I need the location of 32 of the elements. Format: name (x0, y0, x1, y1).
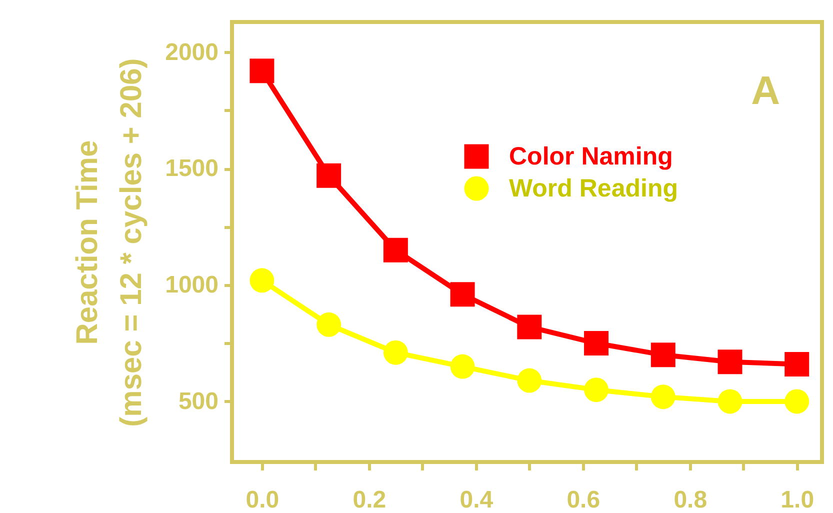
x-tick-label: 0.0 (246, 486, 280, 513)
x-tick-label: 0.2 (352, 486, 386, 513)
point (450, 354, 475, 379)
point (450, 282, 475, 307)
point (250, 58, 274, 84)
x-tick-label: 1.0 (780, 486, 814, 513)
point (316, 163, 342, 188)
point (250, 268, 274, 293)
x-tick-label: 0.6 (566, 486, 600, 513)
annotation: A (751, 69, 780, 113)
point (383, 238, 408, 262)
y-axis-title: Reaction Time (msec = 12 * cycles + 206) (71, 58, 148, 427)
point (517, 314, 542, 340)
y-tick-label: 1000 (165, 272, 218, 299)
point (517, 368, 542, 393)
x-tick-label: 0.4 (460, 486, 494, 513)
point (718, 389, 742, 414)
y-tick-label: 1500 (165, 155, 218, 182)
y-tick-label: 500 (178, 388, 218, 415)
point (650, 384, 676, 410)
point (650, 342, 676, 368)
point (784, 389, 810, 414)
legend-label: Color Naming (509, 142, 673, 170)
x-tick-label: 0.8 (674, 486, 708, 513)
point (584, 378, 609, 402)
point (383, 340, 408, 365)
legend-label: Word Reading (509, 174, 678, 202)
point (718, 350, 742, 374)
point (584, 331, 609, 356)
point (784, 352, 810, 376)
y-tick-label: 2000 (165, 38, 218, 66)
point (316, 312, 342, 337)
